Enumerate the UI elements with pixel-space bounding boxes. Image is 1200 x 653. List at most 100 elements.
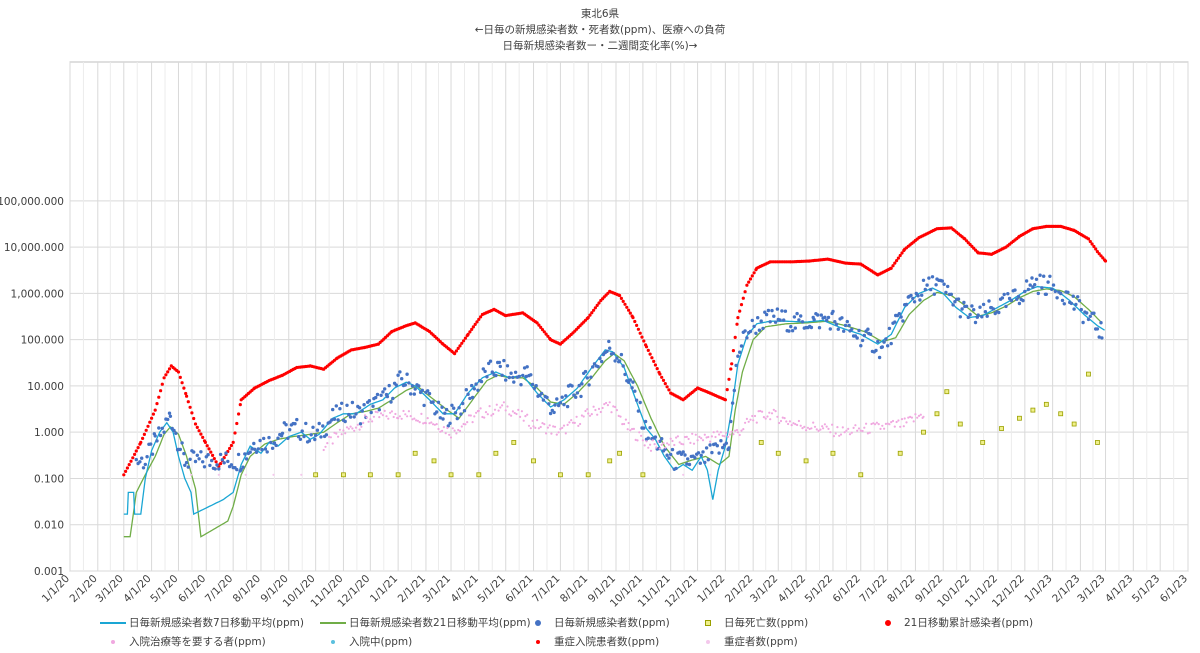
data-point <box>822 427 825 430</box>
data-point <box>675 436 678 439</box>
data-point <box>575 391 580 395</box>
data-point <box>801 427 804 430</box>
series-5 <box>322 401 925 452</box>
data-point <box>124 469 128 473</box>
data-point <box>206 453 210 457</box>
data-point <box>224 451 228 455</box>
data-point <box>371 404 375 408</box>
data-point <box>202 465 207 469</box>
data-point <box>479 407 482 410</box>
x-tick-label: 1/1/23 <box>1022 573 1054 605</box>
data-point <box>627 421 630 425</box>
data-point <box>493 408 497 411</box>
data-point <box>1058 411 1064 417</box>
data-point <box>674 466 678 471</box>
data-point <box>241 465 245 469</box>
data-point <box>552 425 555 428</box>
data-point <box>347 412 351 417</box>
data-point <box>698 435 701 438</box>
data-point <box>313 437 317 442</box>
data-point <box>545 432 548 435</box>
data-point <box>504 409 507 412</box>
data-point <box>741 296 745 300</box>
data-point <box>501 404 504 407</box>
data-point <box>357 406 362 410</box>
data-point <box>980 315 984 319</box>
data-point <box>424 422 427 425</box>
data-point <box>1095 327 1100 331</box>
data-point <box>900 251 904 255</box>
data-point <box>556 403 561 408</box>
data-point <box>328 435 331 438</box>
data-point <box>526 413 529 416</box>
x-tick-label: 5/1/22 <box>803 573 835 605</box>
data-point <box>371 420 374 423</box>
data-point <box>638 331 642 335</box>
data-point <box>735 322 739 326</box>
data-point <box>524 415 527 418</box>
data-point <box>321 424 325 428</box>
data-point <box>752 419 755 422</box>
data-point <box>876 339 880 344</box>
data-point <box>584 409 587 413</box>
legend-item-daily-cases: 日毎新規感染者数(ppm) <box>525 615 670 630</box>
data-point <box>542 330 546 334</box>
data-point <box>895 259 899 263</box>
data-point <box>338 428 341 431</box>
data-point <box>689 441 692 444</box>
data-point <box>455 432 458 435</box>
data-point <box>874 423 877 426</box>
data-point <box>874 348 878 353</box>
data-point <box>683 453 687 457</box>
series-1 <box>123 288 1103 538</box>
data-point <box>666 442 669 445</box>
data-point <box>1071 421 1077 427</box>
data-point <box>1026 287 1031 292</box>
data-point <box>763 310 767 314</box>
data-point <box>742 428 745 431</box>
data-point <box>362 421 365 424</box>
data-point <box>166 417 170 422</box>
data-point <box>1100 336 1104 340</box>
data-point <box>636 409 641 413</box>
y-tick-label: 0.100 <box>34 473 64 485</box>
legend-label-severe: 重症者数(ppm) <box>724 636 798 648</box>
data-point <box>343 419 347 424</box>
data-point <box>738 309 742 313</box>
data-point <box>397 417 400 420</box>
chart-titles: 東北6県 ←日毎の新規感染者数・死者数(ppm)、医療への負荷 日毎新規感染者数… <box>0 6 1200 54</box>
data-point <box>159 389 163 393</box>
data-point <box>638 431 641 434</box>
data-point <box>700 437 703 440</box>
data-point <box>657 440 660 443</box>
data-point <box>764 312 769 317</box>
data-point <box>927 276 931 280</box>
data-point <box>718 433 721 436</box>
data-point <box>1081 320 1085 325</box>
data-point <box>293 422 297 426</box>
data-point <box>932 292 936 296</box>
data-point <box>146 424 150 428</box>
data-point <box>734 429 737 432</box>
data-point <box>648 352 652 356</box>
data-point <box>235 467 239 472</box>
data-point <box>610 411 613 414</box>
data-point <box>443 411 447 415</box>
data-point <box>265 450 269 454</box>
data-point <box>511 440 517 445</box>
data-point <box>834 322 839 326</box>
data-point <box>539 425 542 429</box>
data-point <box>269 440 273 445</box>
data-point <box>757 410 760 413</box>
data-point <box>585 376 589 380</box>
data-point <box>839 433 843 436</box>
data-point <box>446 424 450 428</box>
data-point <box>586 316 590 320</box>
data-point <box>808 427 811 431</box>
data-point <box>527 424 531 427</box>
data-point <box>978 305 982 309</box>
data-point <box>640 472 646 478</box>
data-point <box>407 381 411 385</box>
data-point <box>226 459 230 464</box>
data-point <box>747 280 751 284</box>
